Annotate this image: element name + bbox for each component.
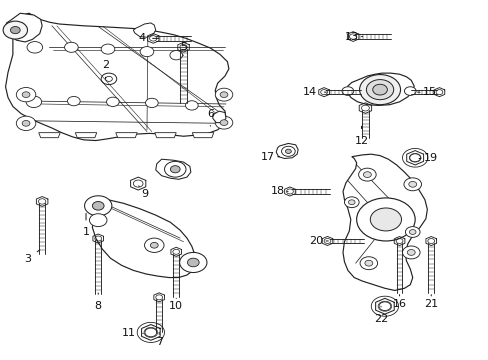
Circle shape bbox=[359, 75, 400, 105]
Circle shape bbox=[3, 21, 27, 39]
Circle shape bbox=[101, 44, 115, 54]
Circle shape bbox=[67, 96, 80, 106]
Text: 6: 6 bbox=[206, 109, 213, 126]
Circle shape bbox=[84, 196, 112, 216]
Text: 13: 13 bbox=[344, 32, 362, 41]
Polygon shape bbox=[75, 133, 97, 138]
Text: 3: 3 bbox=[24, 250, 40, 264]
Circle shape bbox=[26, 96, 41, 108]
Circle shape bbox=[356, 198, 414, 241]
Circle shape bbox=[405, 226, 419, 237]
Circle shape bbox=[408, 230, 415, 234]
Circle shape bbox=[144, 238, 163, 252]
Polygon shape bbox=[39, 133, 60, 138]
Text: 10: 10 bbox=[169, 298, 183, 311]
Circle shape bbox=[220, 120, 227, 126]
Text: 2: 2 bbox=[102, 60, 109, 78]
Circle shape bbox=[344, 197, 358, 208]
Circle shape bbox=[16, 87, 36, 102]
Text: 12: 12 bbox=[354, 126, 368, 145]
Polygon shape bbox=[192, 133, 213, 138]
Circle shape bbox=[140, 46, 154, 57]
Polygon shape bbox=[5, 13, 228, 140]
Circle shape bbox=[348, 200, 354, 204]
Text: 16: 16 bbox=[392, 295, 406, 309]
Circle shape bbox=[358, 168, 375, 181]
Polygon shape bbox=[116, 133, 137, 138]
Text: 8: 8 bbox=[95, 293, 102, 311]
Text: 17: 17 bbox=[260, 152, 279, 162]
Circle shape bbox=[22, 121, 30, 126]
Circle shape bbox=[364, 260, 372, 266]
Circle shape bbox=[341, 87, 353, 95]
Text: 7: 7 bbox=[155, 332, 163, 347]
Circle shape bbox=[372, 84, 386, 95]
Polygon shape bbox=[155, 133, 176, 138]
Circle shape bbox=[106, 97, 119, 107]
Circle shape bbox=[402, 246, 419, 259]
Polygon shape bbox=[5, 13, 42, 42]
Circle shape bbox=[27, 41, 42, 53]
Text: 22: 22 bbox=[373, 306, 387, 324]
Circle shape bbox=[179, 252, 206, 273]
Polygon shape bbox=[92, 197, 195, 278]
Polygon shape bbox=[342, 154, 427, 291]
Text: 18: 18 bbox=[270, 186, 287, 197]
Text: 15: 15 bbox=[417, 87, 436, 97]
Circle shape bbox=[16, 116, 36, 131]
Circle shape bbox=[403, 178, 421, 191]
Text: 9: 9 bbox=[139, 186, 148, 199]
Text: 20: 20 bbox=[308, 236, 328, 246]
Circle shape bbox=[22, 92, 30, 98]
Circle shape bbox=[170, 166, 180, 173]
Circle shape bbox=[64, 42, 78, 52]
Circle shape bbox=[369, 208, 401, 231]
Text: 14: 14 bbox=[303, 87, 326, 97]
Circle shape bbox=[92, 202, 104, 210]
Text: 11: 11 bbox=[122, 328, 143, 338]
Circle shape bbox=[145, 98, 158, 108]
Circle shape bbox=[169, 50, 182, 60]
Circle shape bbox=[215, 88, 232, 101]
Text: 5: 5 bbox=[180, 42, 187, 55]
Text: 19: 19 bbox=[418, 153, 437, 163]
Circle shape bbox=[407, 249, 414, 255]
Circle shape bbox=[404, 87, 415, 95]
Polygon shape bbox=[156, 159, 190, 179]
Circle shape bbox=[285, 149, 291, 153]
Text: 1: 1 bbox=[82, 213, 89, 237]
Polygon shape bbox=[346, 73, 413, 105]
Circle shape bbox=[185, 101, 198, 110]
Circle shape bbox=[150, 242, 158, 248]
Text: 4: 4 bbox=[138, 33, 159, 43]
Polygon shape bbox=[133, 23, 156, 37]
Polygon shape bbox=[212, 111, 225, 123]
Text: 21: 21 bbox=[423, 295, 437, 309]
Circle shape bbox=[366, 80, 393, 100]
Circle shape bbox=[164, 161, 185, 177]
Circle shape bbox=[363, 172, 370, 177]
Circle shape bbox=[187, 258, 199, 267]
Polygon shape bbox=[276, 143, 298, 158]
Circle shape bbox=[215, 116, 232, 129]
Circle shape bbox=[408, 181, 416, 187]
Circle shape bbox=[89, 214, 107, 226]
Circle shape bbox=[10, 27, 20, 34]
Circle shape bbox=[359, 257, 377, 270]
Circle shape bbox=[281, 146, 295, 156]
Circle shape bbox=[220, 92, 227, 98]
